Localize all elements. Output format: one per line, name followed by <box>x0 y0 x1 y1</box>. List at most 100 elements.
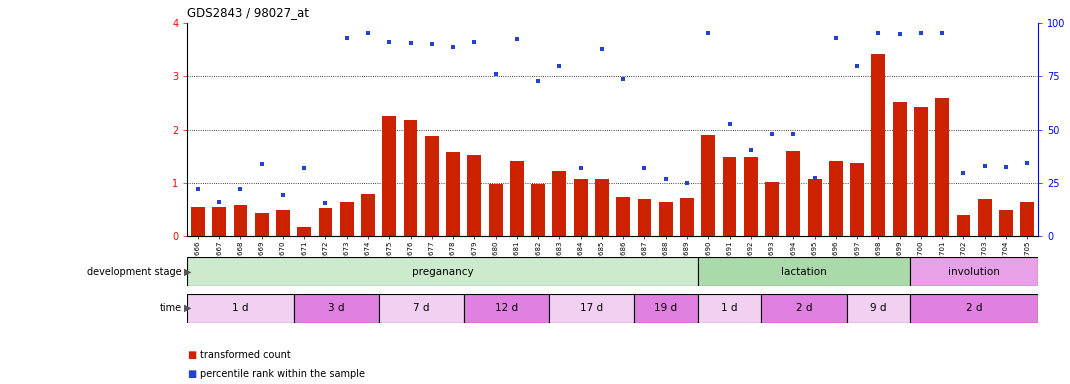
Bar <box>999 210 1013 236</box>
Bar <box>382 116 396 236</box>
Point <box>784 131 801 137</box>
Bar <box>187 257 698 286</box>
Text: development stage: development stage <box>88 266 182 277</box>
Point <box>700 30 717 36</box>
Bar <box>549 294 633 323</box>
Text: 3 d: 3 d <box>327 303 345 313</box>
Bar <box>808 179 822 236</box>
Point <box>317 200 334 206</box>
Point <box>444 44 461 50</box>
Bar <box>293 294 379 323</box>
Bar <box>638 199 652 236</box>
Point <box>381 39 398 45</box>
Point <box>465 39 483 45</box>
Point <box>870 30 887 36</box>
Point <box>934 30 951 36</box>
Bar <box>425 136 439 236</box>
Bar <box>871 54 885 236</box>
Bar <box>846 294 911 323</box>
Text: GDS2843 / 98027_at: GDS2843 / 98027_at <box>187 6 309 19</box>
Bar <box>340 202 354 236</box>
Point <box>254 161 271 167</box>
Bar <box>681 198 694 236</box>
Bar <box>463 294 549 323</box>
Point <box>657 175 674 182</box>
Point <box>189 186 207 192</box>
Bar <box>911 294 1038 323</box>
Bar <box>233 205 247 236</box>
Text: lactation: lactation <box>781 266 827 277</box>
Bar <box>403 120 417 236</box>
Bar <box>935 98 949 236</box>
Point <box>913 30 930 36</box>
Point <box>530 78 547 84</box>
Point <box>678 180 696 186</box>
Text: 17 d: 17 d <box>580 303 602 313</box>
Bar <box>978 199 992 236</box>
Bar <box>659 202 673 236</box>
Bar <box>722 157 736 236</box>
Bar <box>574 179 587 236</box>
Bar <box>446 152 460 236</box>
Point <box>424 41 441 47</box>
Text: percentile rank within the sample: percentile rank within the sample <box>200 369 365 379</box>
Bar <box>633 294 698 323</box>
Text: 7 d: 7 d <box>413 303 429 313</box>
Bar <box>892 102 906 236</box>
Bar <box>744 157 758 236</box>
Text: 12 d: 12 d <box>494 303 518 313</box>
Point <box>1019 160 1036 166</box>
Text: 2 d: 2 d <box>966 303 982 313</box>
Point <box>274 192 291 198</box>
Point <box>551 63 568 69</box>
Bar <box>379 294 463 323</box>
Point <box>232 186 249 192</box>
Bar <box>187 294 293 323</box>
Point <box>849 63 866 69</box>
Point <box>976 163 993 169</box>
Text: 1 d: 1 d <box>232 303 248 313</box>
Text: transformed count: transformed count <box>200 350 291 360</box>
Bar <box>698 294 762 323</box>
Bar <box>786 151 800 236</box>
Bar <box>851 163 865 236</box>
Bar <box>616 197 630 236</box>
Bar <box>510 161 524 236</box>
Point <box>997 164 1014 170</box>
Point <box>211 199 228 205</box>
Bar <box>911 257 1038 286</box>
Point <box>594 46 611 52</box>
Bar <box>762 294 846 323</box>
Text: ▶: ▶ <box>184 266 192 277</box>
Bar <box>255 213 269 236</box>
Bar <box>1021 202 1035 236</box>
Point <box>614 76 631 82</box>
Point <box>721 121 738 127</box>
Bar <box>212 207 226 236</box>
Point <box>743 147 760 153</box>
Bar <box>957 215 970 236</box>
Bar <box>190 207 204 236</box>
Text: time: time <box>159 303 182 313</box>
Point <box>508 36 525 42</box>
Bar <box>765 182 779 236</box>
Bar <box>701 135 715 236</box>
Bar <box>319 209 333 236</box>
Text: 9 d: 9 d <box>870 303 887 313</box>
Point <box>360 30 377 36</box>
Point <box>891 31 908 37</box>
Bar <box>297 227 311 236</box>
Bar <box>914 107 928 236</box>
Point <box>954 170 972 176</box>
Bar <box>552 171 566 236</box>
Point <box>806 174 823 180</box>
Bar <box>468 155 482 236</box>
Text: 19 d: 19 d <box>654 303 677 313</box>
Point <box>764 131 781 137</box>
Bar <box>698 257 911 286</box>
Text: ▶: ▶ <box>184 303 192 313</box>
Text: 2 d: 2 d <box>796 303 812 313</box>
Text: ■: ■ <box>187 369 197 379</box>
Bar <box>531 184 545 236</box>
Point <box>338 35 355 41</box>
